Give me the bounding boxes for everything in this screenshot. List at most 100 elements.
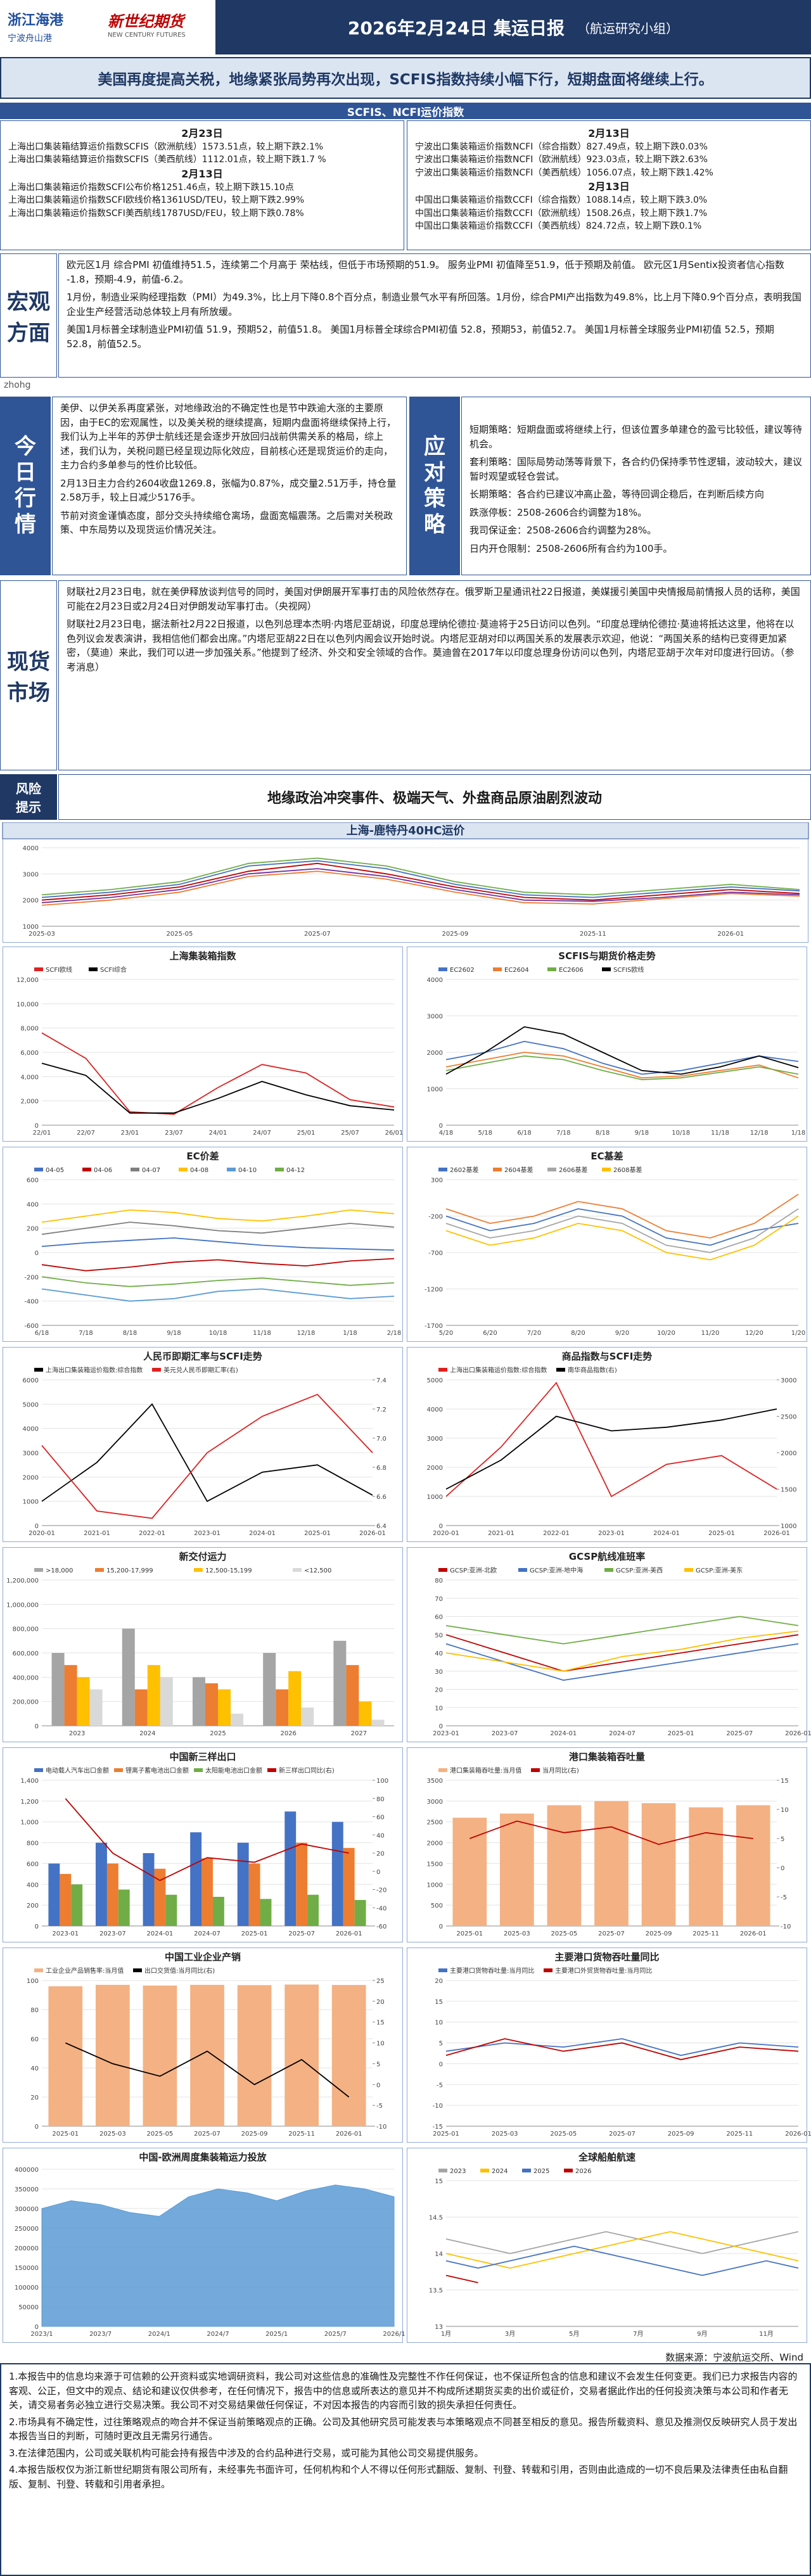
source: 数据来源：宁波航运交所、Wind	[665, 2352, 803, 2363]
x-tick-label: 5/18	[478, 1130, 492, 1137]
line	[41, 1209, 395, 1223]
line	[445, 1634, 799, 1672]
y2-tick-label: -40	[376, 1905, 386, 1912]
x-tick-label: 2026/1	[383, 2331, 405, 2338]
line	[41, 860, 800, 898]
paragraph: 4.本报告版权仅为浙江新世纪期货有限公司所有，未经事先书面许可，任何机构和个人不…	[9, 2464, 788, 2490]
bar	[331, 1821, 343, 1926]
y2-tick-label: 100	[376, 1778, 388, 1785]
section-label: 风险提示	[0, 774, 57, 820]
bar	[736, 1805, 770, 1926]
y-tick-label: 0	[35, 1923, 39, 1930]
x-tick-label: 7/18	[556, 1130, 570, 1137]
bar	[346, 1665, 359, 1726]
line	[65, 1798, 349, 1882]
bar	[500, 1813, 534, 1926]
y-tick-label: 50000	[18, 2304, 39, 2311]
bar	[276, 1689, 289, 1726]
x-tick-label: 2023-07	[492, 1730, 518, 1737]
line	[469, 1820, 753, 1846]
y2-tick-label: 6.8	[376, 1465, 386, 1472]
bar	[51, 1653, 65, 1726]
section-label: 应对策略	[409, 397, 460, 575]
legend-swatch	[602, 1168, 611, 1171]
x-tick-label: 10/18	[209, 1330, 227, 1337]
chart-frame	[407, 947, 807, 1142]
y-tick-label: 10	[435, 2020, 443, 2027]
bar	[641, 1803, 676, 1926]
line	[41, 870, 800, 906]
x-tick-label: 8/18	[123, 1330, 137, 1337]
x-tick-label: 2025-11	[693, 1930, 719, 1937]
bar	[160, 1677, 173, 1726]
title: 2026年2月24日 集运日报	[347, 18, 565, 39]
legend-label: 太阳能电池出口金额	[205, 1766, 262, 1775]
paragraph: 我司保证金：2508-2606合约调整为28%。	[469, 525, 657, 536]
paragraph: 长期策略：各合约已建议冲高止盈，等待回调企稳后，在判断后续方向	[469, 488, 765, 500]
x-tick-label: 24/01	[209, 1130, 227, 1137]
index-line: 宁波出口集装箱运价指数NCFI（欧洲航线）923.03点，较上期下跌2.63%	[415, 155, 708, 165]
chart-frame	[3, 947, 403, 1142]
y-tick-label: 200	[27, 1226, 39, 1233]
legend-label: 2025	[533, 2168, 549, 2175]
bar	[190, 1832, 202, 1926]
market-text: 美伊、以伊关系再度紧张，对地缘政治的不确定性也是节中跌逾大涨的主要原因，由于EC…	[52, 397, 407, 575]
y2-tick-label: 60	[376, 1814, 385, 1821]
legend-swatch	[34, 1568, 43, 1572]
line	[445, 1055, 799, 1081]
x-tick-label: 2/18	[387, 1330, 401, 1337]
legend-swatch	[564, 2169, 573, 2172]
x-tick-label: 2025-01	[708, 1530, 735, 1537]
legend-label: GCSP:亚洲-美西	[616, 1566, 663, 1574]
x-tick-label: 22/01	[33, 1130, 51, 1137]
y-tick-label: 3000	[427, 1436, 443, 1443]
index-line: 上海出口集装箱结算运价指数SCFIS（美西航线）1112.01点，较上期下跌1.…	[8, 155, 326, 165]
bar	[301, 1707, 314, 1726]
x-tick-label: 9/18	[635, 1130, 649, 1137]
x-tick-label: 1/20	[791, 1330, 805, 1337]
bar	[343, 1847, 355, 1926]
legend-label: 04-08	[190, 1167, 208, 1174]
y-tick-label: 5	[439, 2041, 443, 2048]
legend-label: <12,500	[304, 1567, 331, 1574]
y2-tick-label: 40	[376, 1832, 385, 1839]
index-date: 2月13日	[181, 167, 223, 180]
headline: 美国再度提高关税，地缘紧张局势再次出现，SCFIS指数持续小幅下行，短期盘面将继…	[0, 57, 811, 99]
paragraph: 1.本报告中的信息均来源于可信赖的公开资料或实地调研资料，我公司对这些信息的准确…	[9, 2371, 798, 2411]
y-tick-label: 6,000	[20, 1050, 39, 1057]
line	[445, 1381, 777, 1498]
x-tick-label: 2025-05	[551, 1930, 578, 1937]
y2-tick-label: 6.6	[376, 1494, 386, 1501]
y-tick-label: 3000	[23, 871, 39, 878]
line	[65, 2042, 350, 2098]
legend-swatch	[89, 967, 98, 971]
line	[445, 2038, 799, 2056]
y-tick-label: -1200	[425, 1287, 443, 1294]
x-tick-label: 2025-05	[147, 2131, 174, 2138]
y-tick-label: 100000	[15, 2285, 39, 2292]
line	[445, 1040, 799, 1075]
y-tick-label: 2,000	[20, 1099, 39, 1106]
line	[445, 1194, 799, 1239]
y-tick-label: 1000	[427, 1494, 443, 1501]
chart-frame	[407, 1948, 807, 2143]
line	[41, 1258, 395, 1272]
y-tick-label: -5	[437, 2082, 443, 2089]
macro-text: 欧元区1月 综合PMI 初值维持51.5，连续第二个月高于 荣枯线，但低于市场预…	[58, 253, 811, 378]
x-tick-label: 2025-09	[668, 2131, 694, 2138]
paragraph: 日内开仓限制：2508-2606所有合约为100手。	[469, 542, 673, 554]
y2-tick-label: -20	[376, 1887, 386, 1894]
x-tick-label: 12/18	[297, 1330, 316, 1337]
x-tick-label: 2025-09	[442, 931, 468, 938]
chart-title: 中国工业企业产销	[165, 1951, 241, 1963]
index-line: 宁波出口集装箱运价指数NCFI（综合指数）827.49点，较上期下跌0.03%	[415, 142, 708, 153]
y-tick-label: 0	[439, 1523, 443, 1530]
y2-tick-label: 0	[376, 2082, 380, 2089]
index-box: 2月13日 宁波出口集装箱运价指数NCFI（综合指数）827.49点，较上期下跌0…	[407, 120, 811, 250]
y2-tick-label: 15	[376, 2020, 385, 2027]
y-tick-label: 70	[435, 1596, 443, 1603]
y-tick-label: -400	[24, 1299, 39, 1306]
y-tick-label: -15	[433, 2124, 443, 2131]
x-tick-label: 25/07	[341, 1130, 359, 1137]
paragraph: 3.在法律范围内，公司或关联机构可能会持有报告中涉及的合约品种进行交易，或可能为…	[9, 2447, 484, 2459]
